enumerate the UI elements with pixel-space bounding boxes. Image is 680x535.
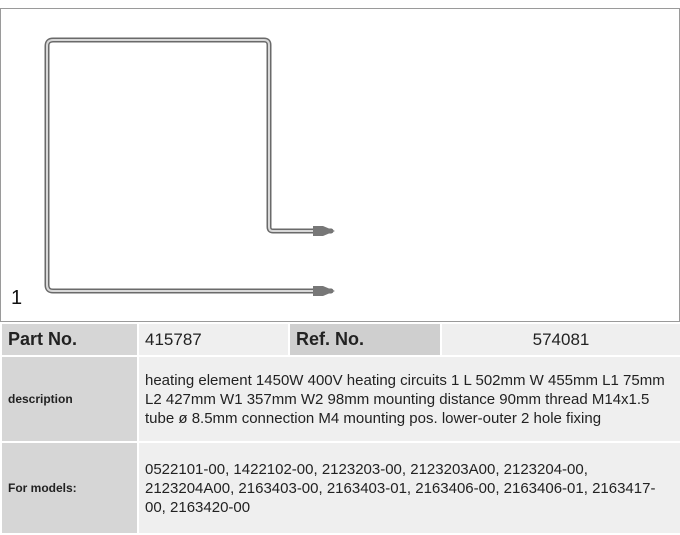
- heating-element-drawing: [1, 9, 679, 321]
- label: Part No.: [1, 323, 138, 356]
- description-row: description heating element 1450W 400V h…: [1, 356, 680, 442]
- image-label: 1: [11, 287, 22, 310]
- models: 0522101-00, 1422102-00, 2123203-00, 2123…: [138, 442, 680, 534]
- label: Ref. No.: [289, 323, 441, 356]
- part-number: 415787: [138, 323, 289, 356]
- page: 1 Part No. 415787 Ref. No. 574081 descri…: [0, 0, 680, 533]
- part-table: Part No. 415787 Ref. No. 574081 descript…: [0, 322, 680, 535]
- label: For models:: [1, 442, 138, 534]
- models-row: For models: 0522101-00, 1422102-00, 2123…: [1, 442, 680, 534]
- product-image: 1: [0, 8, 680, 322]
- label: description: [1, 356, 138, 442]
- part-row: Part No. 415787 Ref. No. 574081: [1, 323, 680, 356]
- description: heating element 1450W 400V heating circu…: [138, 356, 680, 442]
- ref-number: 574081: [441, 323, 680, 356]
